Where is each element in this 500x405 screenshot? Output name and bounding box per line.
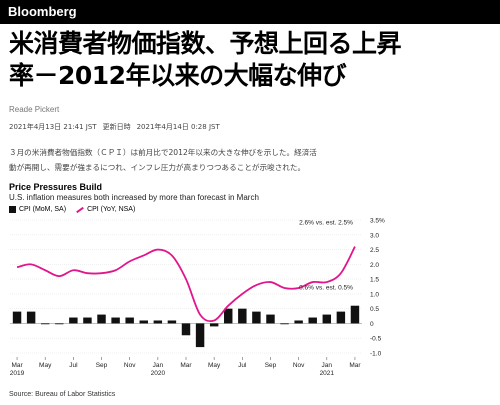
annotation-label: 2.6% vs. est. 2.5% xyxy=(299,219,353,226)
x-tick-label: Sep xyxy=(265,362,277,369)
headline-line-1: 米消費者物価指数、予想上回る上昇 xyxy=(9,29,402,58)
bar xyxy=(308,317,317,324)
x-tick-label: Jan xyxy=(153,362,164,369)
chart-bars xyxy=(12,305,360,348)
y-tick-label: 2.0 xyxy=(370,262,379,269)
bar xyxy=(40,323,50,325)
bar xyxy=(195,323,205,348)
y-tick-label: 1.0 xyxy=(370,291,379,298)
cpi-yoy-line xyxy=(16,246,356,323)
x-tick-label: May xyxy=(208,362,221,369)
y-tick-label: 3.5% xyxy=(370,218,385,225)
chart-axes: 3.5%3.02.52.01.51.00.50-0.5-1.0Mar2019Ma… xyxy=(10,218,385,378)
bar xyxy=(69,317,78,324)
bar xyxy=(139,320,148,324)
article-body: ３月の米消費者物価指数（ＣＰＩ）は前月比で2012年以来の大きな伸びを示した。経… xyxy=(9,145,369,175)
y-tick-label: -1.0 xyxy=(370,351,382,358)
x-tick-label: May xyxy=(39,362,52,369)
bar xyxy=(266,314,275,324)
x-tick-label: Nov xyxy=(124,362,136,369)
bar xyxy=(209,323,219,327)
bar xyxy=(97,314,106,324)
bar xyxy=(12,311,22,324)
x-tick-label: Jan xyxy=(322,362,333,369)
bar xyxy=(336,311,346,324)
chart-subtitle: U.S. inflation measures both increased b… xyxy=(9,193,259,202)
headline-line-2: 率－2012年以来の大幅な伸び xyxy=(9,61,347,90)
chart-title: Price Pressures Build xyxy=(9,182,103,192)
bar xyxy=(181,323,191,336)
chart-annotations: 2.6% vs. est. 2.5% 0.6% vs. est. 0.5% xyxy=(299,219,353,291)
y-tick-label: -0.5 xyxy=(370,336,382,343)
chart-source: Source: Bureau of Labor Statistics xyxy=(9,391,116,398)
legend-yoy-label: CPI (YoY, NSA) xyxy=(87,206,136,213)
author-byline[interactable]: Reade Pickert xyxy=(9,105,60,114)
legend-mom-label: CPI (MoM, SA) xyxy=(19,206,67,213)
updated-date: 2021年4月14日 0:28 JST xyxy=(136,123,220,131)
bar xyxy=(238,308,247,324)
bar xyxy=(125,317,134,324)
bar xyxy=(252,311,261,324)
x-year-label: 2019 xyxy=(10,370,25,377)
bar xyxy=(111,317,120,324)
article-dates: 2021年4月13日 21:41 JST 更新日時 2021年4月14日 0:28 … xyxy=(9,122,226,132)
bloomberg-logo[interactable]: Bloomberg xyxy=(8,4,77,19)
y-tick-label: 1.5 xyxy=(370,277,379,284)
bar xyxy=(322,314,332,324)
bar xyxy=(153,320,163,324)
updated-label: 更新日時 xyxy=(102,123,131,131)
article-headline: 米消費者物価指数、予想上回る上昇 率－2012年以来の大幅な伸び xyxy=(9,28,494,92)
brand-bar: Bloomberg xyxy=(0,0,500,24)
bar xyxy=(280,323,289,325)
y-tick-label: 0.5 xyxy=(370,306,379,313)
x-tick-label: Mar xyxy=(180,362,192,369)
bar xyxy=(224,308,233,324)
chart-line xyxy=(16,246,356,323)
cpi-chart: 3.5%3.02.52.01.51.00.50-0.5-1.0Mar2019Ma… xyxy=(10,218,385,378)
x-tick-label: Jul xyxy=(238,362,247,369)
published-date: 2021年4月13日 21:41 JST xyxy=(9,123,97,131)
chart-legend: CPI (MoM, SA) CPI (YoY, NSA) xyxy=(9,206,135,213)
bar xyxy=(83,317,92,324)
x-year-label: 2021 xyxy=(320,370,335,377)
x-tick-label: Mar xyxy=(349,362,361,369)
bar xyxy=(167,320,177,324)
bar xyxy=(294,320,303,324)
body-line-1: ３月の米消費者物価指数（ＣＰＩ）は前月比で2012年以来の大きな伸びを示した。経… xyxy=(9,148,317,157)
bar xyxy=(350,305,360,324)
x-year-label: 2020 xyxy=(151,370,166,377)
x-tick-label: Mar xyxy=(11,362,23,369)
legend-bar-swatch xyxy=(9,206,16,213)
y-tick-label: 2.5 xyxy=(370,247,379,254)
bar xyxy=(26,311,36,324)
bar xyxy=(55,323,64,325)
x-tick-label: Jul xyxy=(69,362,78,369)
x-tick-label: Sep xyxy=(96,362,108,369)
annotation-label: 0.6% vs. est. 0.5% xyxy=(299,284,353,291)
body-line-2: 動が再開し、需要が強まるにつれ、インフレ圧力が高まりつつあることが示唆された。 xyxy=(9,163,306,172)
y-tick-label: 0 xyxy=(370,321,374,328)
y-tick-label: 3.0 xyxy=(370,232,379,239)
x-tick-label: Nov xyxy=(293,362,305,369)
